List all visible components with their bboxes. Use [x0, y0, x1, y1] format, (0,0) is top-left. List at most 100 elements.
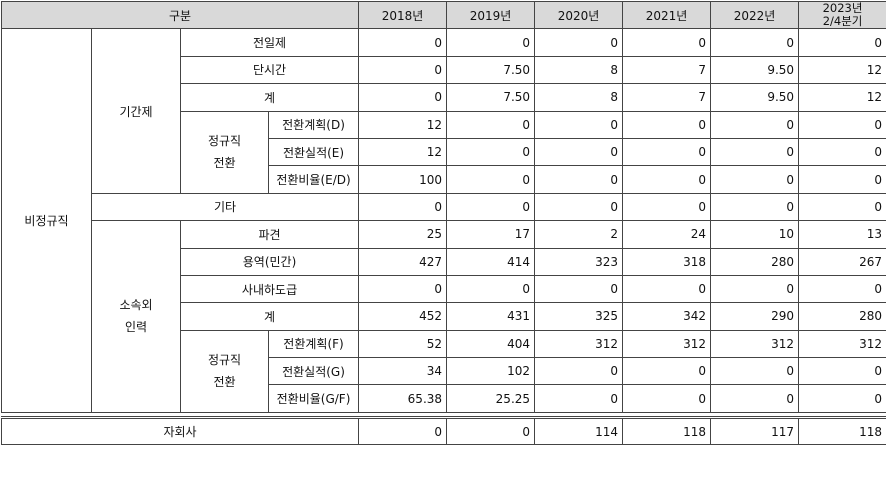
cell-value: 0 — [446, 137, 536, 167]
cell-value: 0 — [798, 110, 886, 139]
cell-value: 0 — [710, 165, 800, 194]
table-row: 전환실적(E) 12 0 0 0 0 0 — [2, 137, 886, 167]
group-conversion-fixedterm: 정규직 전환 — [180, 110, 269, 194]
cell-value: 24 — [622, 220, 712, 249]
cell-value: 0 — [622, 192, 712, 222]
cell-value: 0 — [622, 110, 712, 139]
cell-value: 0 — [534, 137, 624, 167]
row-label: 전일제 — [179, 28, 360, 57]
cell-value: 0 — [622, 384, 712, 413]
cell-value: 0 — [534, 192, 624, 222]
cell-value: 0 — [798, 28, 886, 57]
table-row: 정규직 전환 전환계획(D) 12 0 0 0 0 0 — [2, 110, 886, 194]
table-row: 계 452 431 325 342 290 280 — [2, 302, 886, 331]
cell-value: 12 — [358, 110, 448, 139]
row-label: 용역(민간) — [179, 247, 360, 276]
group-label-line: 전환 — [213, 375, 236, 390]
cell-value: 7 — [622, 55, 712, 85]
header-year-line2: 2/4분기 — [822, 14, 863, 29]
cell-value: 9.50 — [710, 55, 800, 85]
cell-value: 427 — [358, 247, 448, 276]
section-divider — [1, 411, 886, 419]
cell-value: 10 — [710, 220, 800, 249]
row-label: 단시간 — [179, 55, 360, 85]
cell-value: 0 — [710, 274, 800, 304]
table-body: 비정규직 기간제 전일제 0 0 0 0 0 0 단시간 0 7.50 8 7 … — [0, 28, 886, 446]
cell-value: 0 — [358, 274, 448, 304]
cell-value: 0 — [710, 110, 800, 139]
cell-value: 312 — [798, 329, 886, 359]
cell-value: 342 — [622, 302, 712, 331]
cell-value: 0 — [534, 110, 624, 139]
table-row: 자회사 0 0 114 118 117 118 — [0, 416, 886, 446]
cell-value: 9.50 — [710, 83, 800, 112]
cell-value: 52 — [358, 329, 448, 359]
row-label: 계 — [179, 302, 360, 331]
header-year: 2020년 — [534, 0, 624, 30]
cell-value: 312 — [710, 329, 800, 359]
cell-value: 0 — [358, 55, 448, 85]
header-year: 2019년 — [446, 0, 536, 30]
cell-value: 65.38 — [358, 384, 448, 413]
cell-value: 0 — [622, 137, 712, 167]
row-label: 사내하도급 — [179, 274, 360, 304]
cell-value: 325 — [534, 302, 624, 331]
workforce-table: 구분 2018년 2019년 2020년 2021년 2022년 2023년 2… — [0, 0, 886, 446]
cell-value: 312 — [534, 329, 624, 359]
row-label: 자회사 — [0, 416, 360, 446]
cell-value: 0 — [358, 416, 448, 446]
cell-value: 7.50 — [446, 55, 536, 85]
cell-value: 13 — [798, 220, 886, 249]
header-year: 2021년 — [622, 0, 712, 30]
row-label: 기타 — [90, 192, 360, 222]
table-row: 기타 0 0 0 0 0 0 — [2, 192, 886, 222]
cell-value: 114 — [534, 416, 624, 446]
cell-value: 102 — [446, 357, 536, 386]
cell-value: 0 — [358, 28, 448, 57]
cell-value: 117 — [710, 416, 800, 446]
table-row: 단시간 0 7.50 8 7 9.50 12 — [2, 55, 886, 85]
header-year: 2018년 — [358, 0, 448, 30]
cell-value: 0 — [534, 165, 624, 194]
cell-value: 404 — [446, 329, 536, 359]
cell-value: 0 — [710, 137, 800, 167]
cell-value: 7.50 — [446, 83, 536, 112]
cell-value: 312 — [622, 329, 712, 359]
cell-value: 0 — [446, 416, 536, 446]
cell-value: 0 — [710, 384, 800, 413]
cell-value: 12 — [358, 137, 448, 167]
cell-value: 100 — [358, 165, 448, 194]
cell-value: 318 — [622, 247, 712, 276]
row-label: 전환비율(E/D) — [267, 165, 360, 194]
group-label-line: 소속외 — [119, 298, 153, 313]
cell-value: 12 — [798, 55, 886, 85]
row-label: 전환실적(G) — [267, 357, 360, 386]
cell-value: 0 — [710, 192, 800, 222]
cell-value: 0 — [446, 274, 536, 304]
cell-value: 12 — [798, 83, 886, 112]
table-row: 비정규직 기간제 전일제 0 0 0 0 0 0 — [1, 28, 886, 413]
table-row: 전환실적(G) 34 102 0 0 0 0 — [2, 357, 886, 386]
group-nonregular: 비정규직 — [1, 28, 92, 413]
cell-value: 0 — [446, 165, 536, 194]
cell-value: 0 — [446, 192, 536, 222]
cell-value: 8 — [534, 83, 624, 112]
cell-value: 0 — [622, 165, 712, 194]
table-row: 소속외 인력 파견 25 17 2 24 10 13 — [2, 220, 886, 413]
cell-value: 25 — [358, 220, 448, 249]
cell-value: 280 — [710, 247, 800, 276]
header-year: 2022년 — [710, 0, 800, 30]
divider-cell — [1, 411, 886, 419]
group-outsourced: 소속외 인력 — [91, 220, 181, 413]
cell-value: 0 — [534, 274, 624, 304]
cell-value: 0 — [798, 137, 886, 167]
cell-value: 0 — [798, 192, 886, 222]
cell-value: 0 — [798, 357, 886, 386]
cell-value: 0 — [534, 384, 624, 413]
cell-value: 280 — [798, 302, 886, 331]
cell-value: 452 — [358, 302, 448, 331]
cell-value: 0 — [622, 28, 712, 57]
row-label: 전환계획(D) — [267, 110, 360, 139]
header-category: 구분 — [0, 0, 360, 30]
group-label-line: 정규직 — [207, 134, 242, 149]
